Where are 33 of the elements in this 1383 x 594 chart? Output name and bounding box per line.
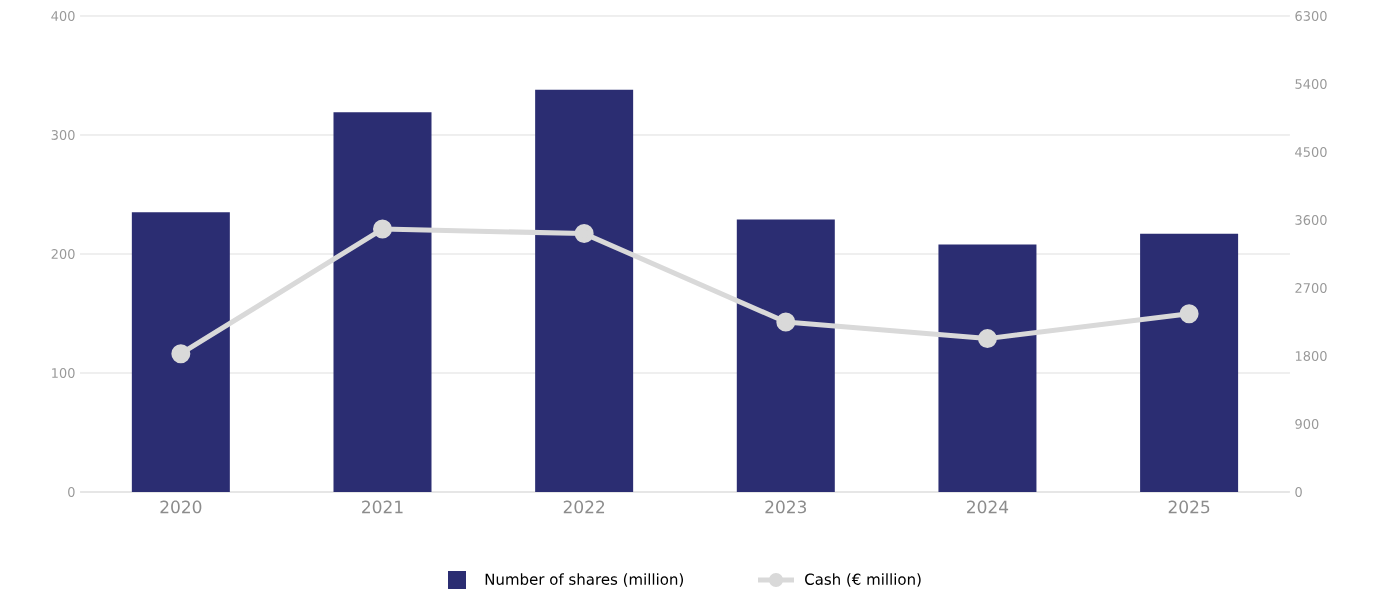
bar: [938, 244, 1037, 492]
x-tick-label: 2021: [362, 500, 403, 514]
y2-tick-label: 900: [1295, 419, 1319, 429]
bar: [736, 219, 835, 492]
bar: [333, 112, 432, 492]
y2-tick-label: 3600: [1295, 215, 1327, 225]
y2-tick-label: 4500: [1295, 147, 1327, 157]
x-tick-label: 2022: [563, 500, 605, 514]
point: [1179, 304, 1199, 324]
y-tick-label: 100: [52, 368, 75, 378]
y-tick-label: 0: [68, 487, 75, 497]
y2-tick-label: 0: [1295, 487, 1302, 497]
bar: [535, 89, 634, 492]
y2-tick-label: 1800: [1295, 351, 1327, 361]
y-tick-label: 400: [51, 11, 75, 21]
y-tick-label: 200: [51, 249, 75, 259]
point: [977, 329, 997, 349]
y2-tick-label: 2700: [1295, 283, 1327, 293]
point: [574, 224, 594, 244]
legend-label: Number of shares (million): [485, 573, 684, 587]
y2-tick-label: 5400: [1295, 79, 1327, 89]
y-tick-label: 300: [51, 130, 75, 140]
legend-label: Cash (€ million): [805, 573, 921, 587]
x-tick-label: 2025: [1168, 500, 1210, 514]
bar: [131, 212, 230, 492]
point: [171, 344, 191, 364]
point: [373, 219, 392, 239]
y2-tick-label: 6300: [1295, 11, 1327, 21]
point: [776, 312, 796, 332]
bar: [1140, 233, 1239, 492]
x-tick-label: 2020: [160, 500, 202, 514]
x-tick-label: 2023: [765, 500, 807, 514]
x-tick-label: 2024: [967, 500, 1009, 514]
